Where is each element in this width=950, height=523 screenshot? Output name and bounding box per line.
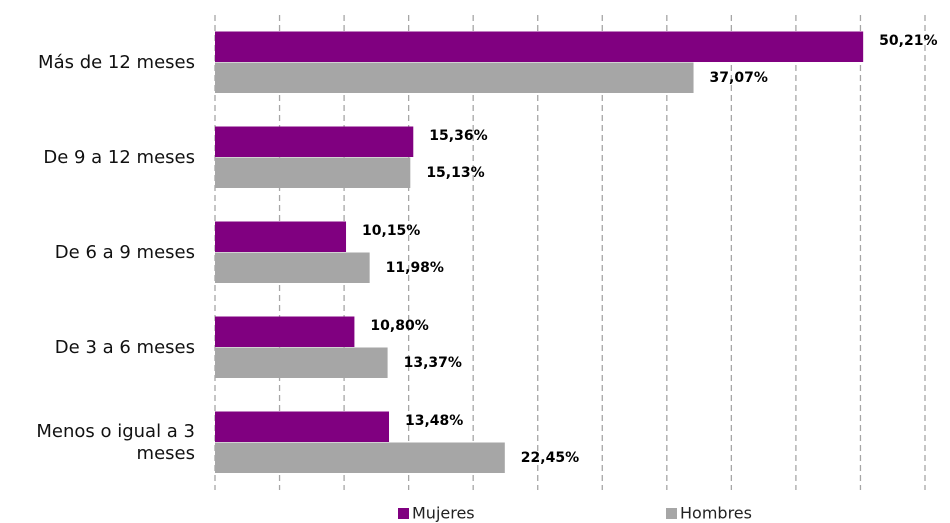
value-label: 10,15% [362,223,420,239]
bar [215,221,347,252]
value-label: 11,98% [386,260,444,276]
value-label: 13,37% [404,355,462,371]
bar [215,157,411,188]
bar [215,347,388,378]
value-label: 15,13% [426,165,484,181]
category-label: Menos o igual a 3 meses [36,420,195,464]
bar [215,31,864,62]
bar [215,442,505,473]
category-label: Más de 12 meses [38,51,195,73]
value-label: 10,80% [370,318,428,334]
legend-swatch [398,508,409,519]
category-label: De 6 a 9 meses [54,241,195,263]
bar [215,62,694,93]
value-label: 50,21% [879,33,937,49]
bar [215,126,414,157]
bar [215,411,390,442]
legend-swatch [666,508,677,519]
bar [215,316,355,347]
category-label: De 9 a 12 meses [43,146,195,168]
value-label: 37,07% [710,70,768,86]
bar [215,252,370,283]
value-label: 13,48% [405,413,463,429]
legend-label: Mujeres [412,504,475,523]
value-label: 22,45% [521,450,579,466]
category-label: De 3 a 6 meses [54,336,195,358]
value-label: 15,36% [429,128,487,144]
legend-label: Hombres [680,504,752,523]
